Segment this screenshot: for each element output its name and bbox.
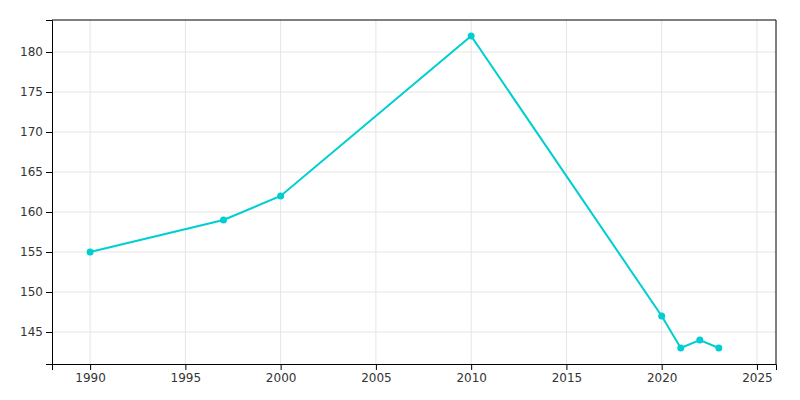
tick: 2010: [456, 364, 487, 385]
plot-area: 1990 1995 2000 2005 2010 2015 2020 2025 145 150 15…: [20, 20, 776, 385]
tick: 175: [20, 85, 52, 99]
grid-line: [52, 292, 776, 293]
grid-line: [185, 20, 186, 364]
grid-line: [90, 20, 91, 364]
tick-mark: [46, 212, 52, 213]
grid-line: [471, 20, 472, 364]
tick-mark: [662, 364, 663, 370]
x-axis: 1990 1995 2000 2005 2010 2015 2020 2025: [53, 364, 777, 385]
grid-line: [52, 132, 776, 133]
grid-line: [661, 20, 662, 364]
grid-line: [375, 20, 376, 364]
tick-label: 145: [20, 325, 43, 339]
plot-frame: [52, 20, 776, 21]
marker: [220, 217, 227, 224]
grid-line: [52, 92, 776, 93]
axis-line: [46, 21, 53, 365]
tick: 2000: [266, 364, 297, 385]
tick: 160: [20, 205, 52, 219]
tick-label: 175: [20, 85, 43, 99]
tick-label: 155: [20, 245, 43, 259]
tick: 2015: [552, 364, 583, 385]
grid-line: [52, 252, 776, 253]
tick-label: 2025: [742, 371, 773, 385]
tick: 2005: [361, 364, 392, 385]
tick-label: 170: [20, 125, 43, 139]
tick: 180: [20, 45, 52, 59]
chart-svg: 1990 1995 2000 2005 2010 2015 2020 2025 145 150 15…: [0, 0, 800, 400]
marker: [277, 193, 284, 200]
tick-mark: [757, 364, 758, 370]
marker: [468, 33, 475, 40]
tick-label: 2020: [647, 371, 678, 385]
tick-mark: [46, 292, 52, 293]
grid-line: [52, 212, 776, 213]
tick-label: 160: [20, 205, 43, 219]
chart-container: 1990 1995 2000 2005 2010 2015 2020 2025 145 150 15…: [0, 0, 800, 400]
tick-mark: [90, 364, 91, 370]
tick: 155: [20, 245, 52, 259]
grid: [52, 20, 776, 364]
tick-label: 2010: [456, 371, 487, 385]
tick-mark: [46, 132, 52, 133]
tick-mark: [471, 364, 472, 370]
tick-label: 165: [20, 165, 43, 179]
series: [87, 33, 723, 352]
tick-mark: [185, 364, 186, 370]
grid-line: [52, 172, 776, 173]
line: [90, 36, 719, 348]
tick-mark: [46, 332, 52, 333]
marker: [696, 337, 703, 344]
tick-mark: [376, 364, 377, 370]
tick: 145: [20, 325, 52, 339]
tick-mark: [566, 364, 567, 370]
tick-mark: [46, 52, 52, 53]
marker: [715, 345, 722, 352]
marker: [658, 313, 665, 320]
tick-mark: [281, 364, 282, 370]
plot-frame: [776, 20, 777, 364]
grid-line: [566, 20, 567, 364]
grid-line: [756, 20, 757, 364]
axis-line: [53, 365, 777, 371]
marker: [677, 345, 684, 352]
tick: 1995: [171, 364, 202, 385]
tick-label: 2015: [552, 371, 583, 385]
tick-mark: [46, 172, 52, 173]
tick-mark: [46, 92, 52, 93]
marker: [87, 249, 94, 256]
tick-label: 150: [20, 285, 43, 299]
tick-label: 1990: [75, 371, 106, 385]
grid-line: [52, 52, 776, 53]
tick-label: 180: [20, 45, 43, 59]
tick-label: 2000: [266, 371, 297, 385]
y-axis: 145 150 155 160 165 170 175 180: [20, 21, 52, 365]
grid-line: [52, 332, 776, 333]
tick-label: 2005: [361, 371, 392, 385]
tick: 2025: [742, 364, 773, 385]
tick-mark: [46, 252, 52, 253]
tick: 165: [20, 165, 52, 179]
tick: 1990: [75, 364, 106, 385]
tick-label: 1995: [171, 371, 202, 385]
tick: 2020: [647, 364, 678, 385]
tick: 150: [20, 285, 52, 299]
tick: 170: [20, 125, 52, 139]
grid-line: [280, 20, 281, 364]
